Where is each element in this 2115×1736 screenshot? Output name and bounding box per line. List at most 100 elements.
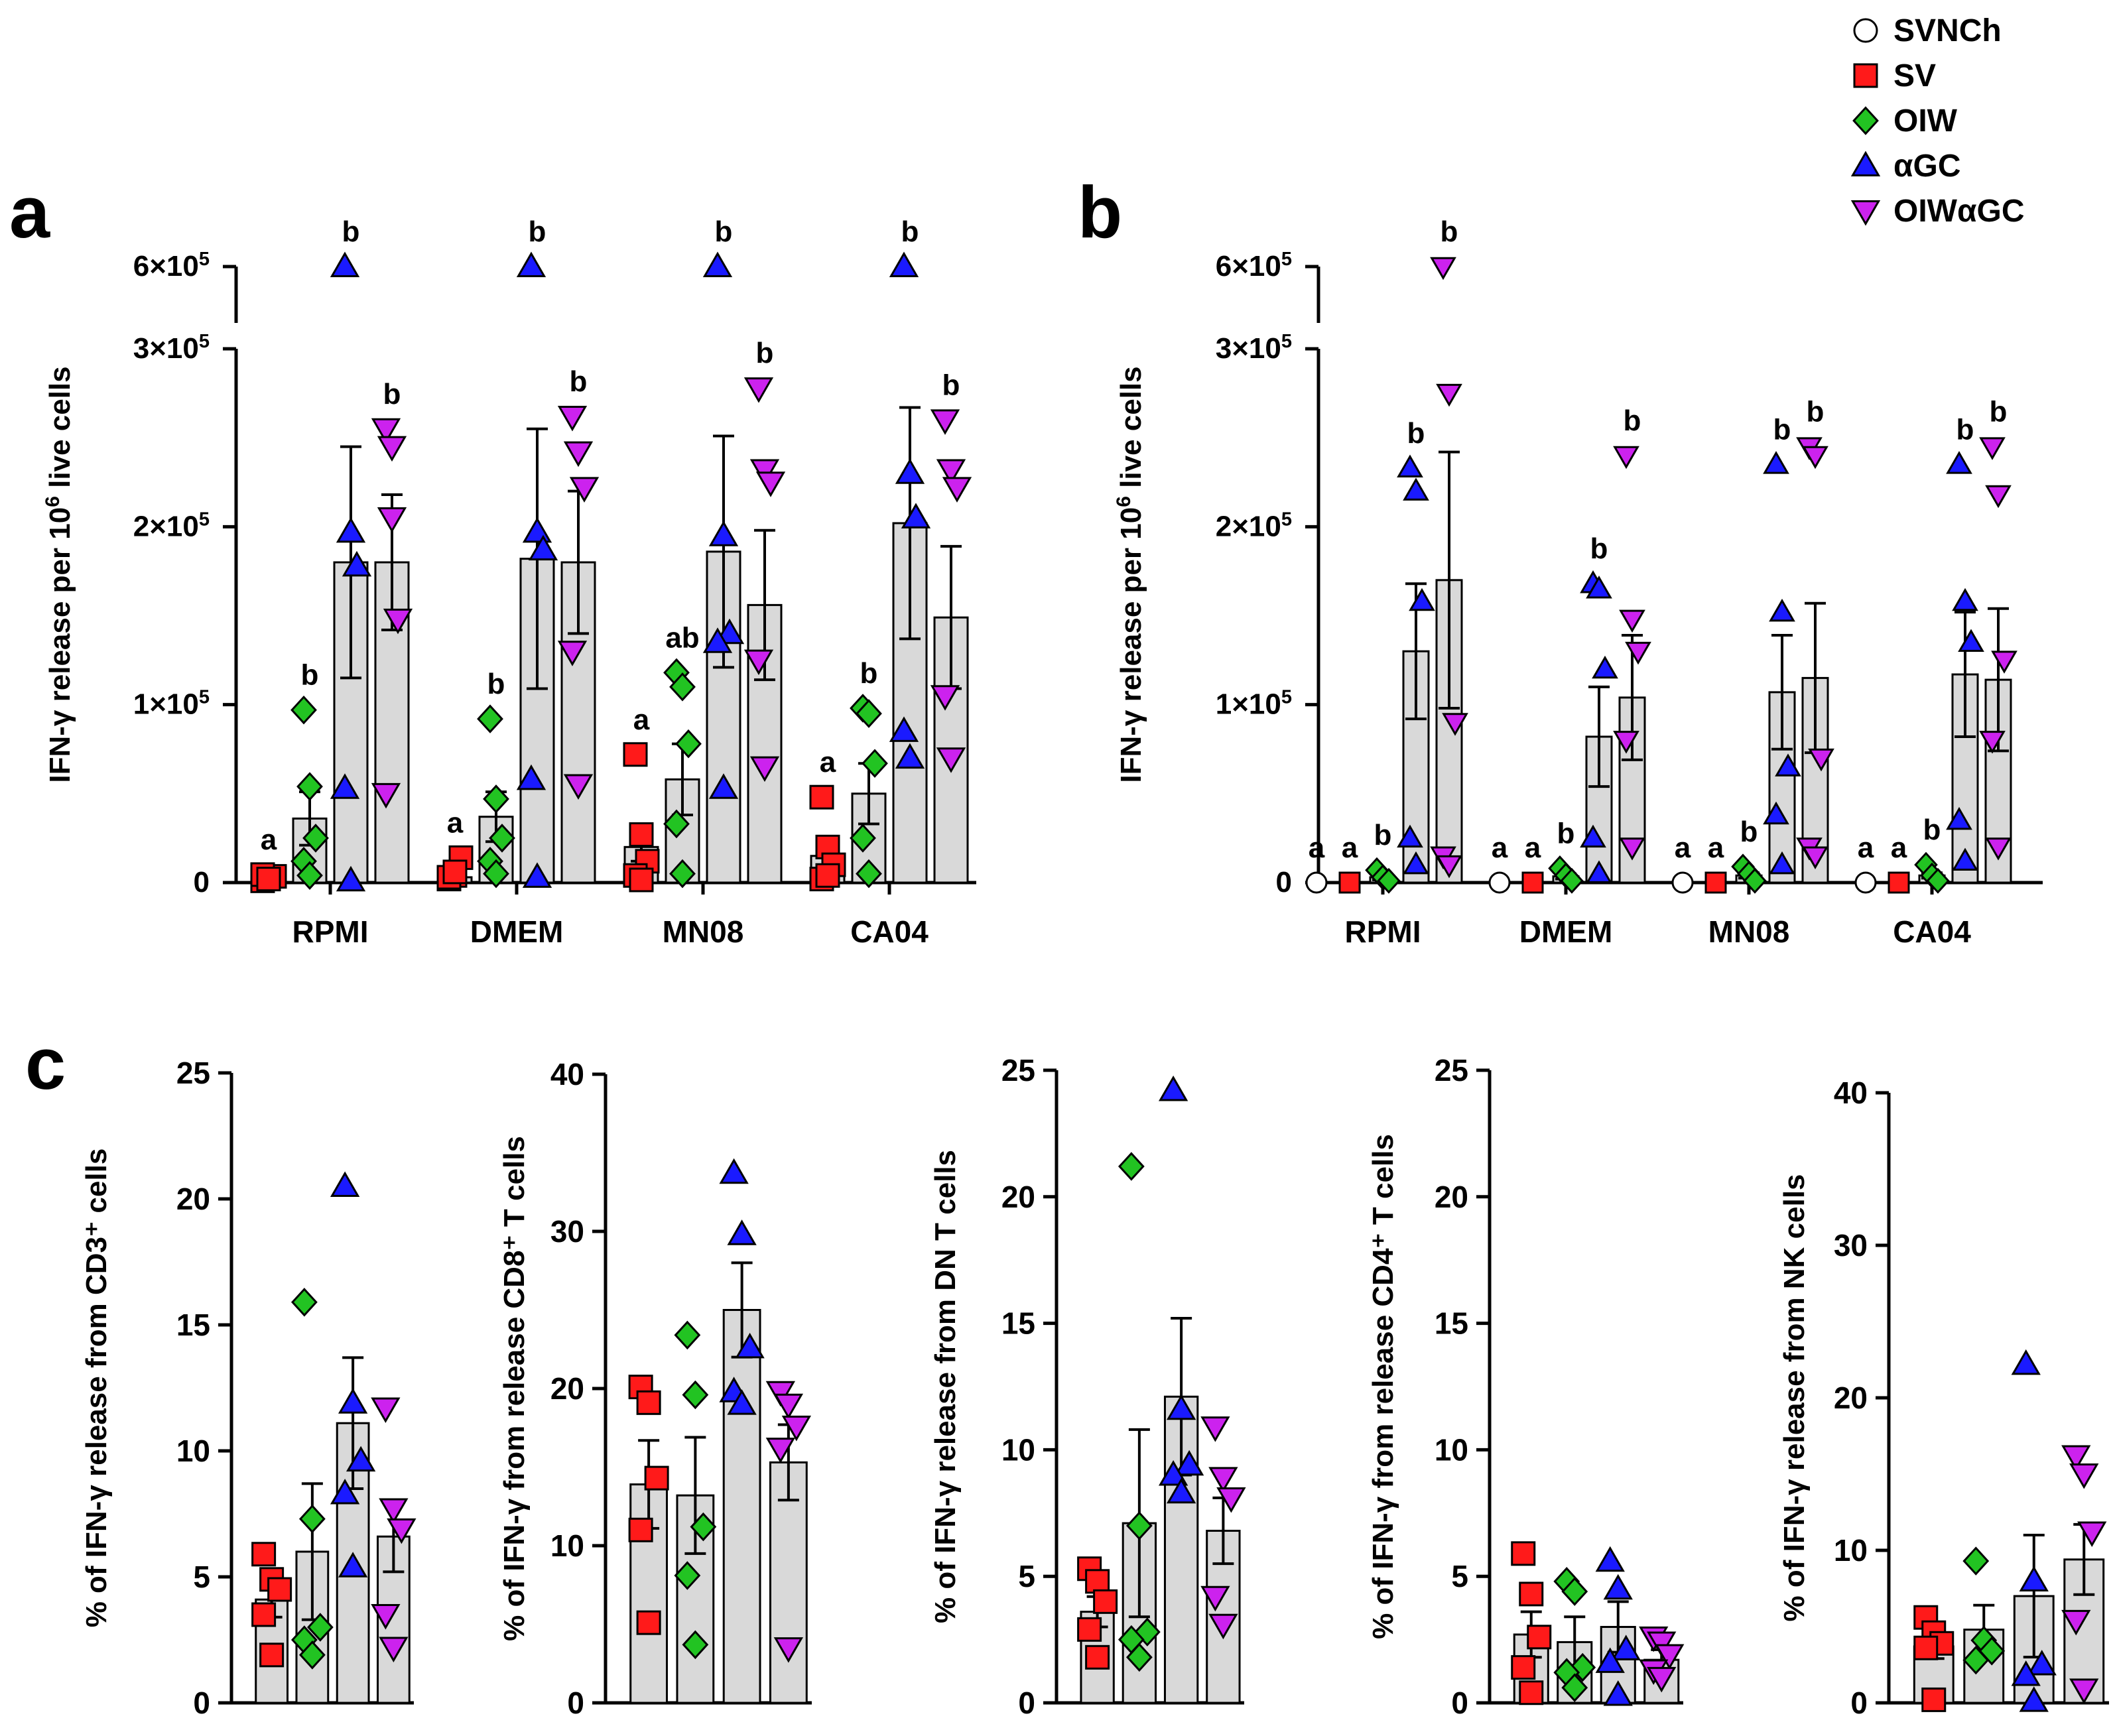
significance-letter: b [342,216,360,248]
data-point-triangle [719,1158,749,1184]
significance-letter: b [570,365,588,398]
y-axis-label: % of IFN-γ release from CD3⁺ cells [80,1148,113,1628]
data-point-diamond [682,1630,709,1660]
y-tick-label: 5 [1451,1559,1468,1593]
data-point-triangle [522,862,552,888]
data-point-diamond [675,729,702,759]
data-point-triangle [1586,575,1612,599]
data-point-diamond [298,1504,326,1534]
significance-letter: b [487,668,505,700]
data-point-triangle [1397,454,1423,478]
data-point-triangle-down [387,1518,417,1544]
data-point-triangle [1592,655,1618,679]
data-point-triangle-down [377,507,407,533]
data-point-triangle-down [371,1397,401,1423]
data-point-triangle-down [942,477,972,503]
panel-letter: b [1078,172,1122,253]
y-tick-label: 15 [176,1308,210,1342]
y-tick-label: 0 [1451,1686,1468,1720]
significance-letter: a [261,824,277,856]
y-tick-label: 10 [1001,1432,1035,1467]
data-point-triangle-down [781,1415,812,1442]
data-point-triangle-down [569,477,600,503]
panel-letter: a [9,172,50,253]
legend-label: αGC [1893,149,1961,184]
y-tick-label: 6×105 [133,249,210,282]
data-point-triangle [1952,588,1978,611]
data-point-triangle-down [2069,1463,2099,1489]
data-point-diamond [1125,1643,1153,1672]
y-tick-label: 10 [1435,1432,1468,1467]
data-point-triangle [2019,1686,2049,1712]
significance-letter: a [1708,832,1724,864]
y-tick-label: 20 [1435,1180,1468,1214]
data-point-diamond [1133,1617,1161,1646]
data-point-diamond [1560,867,1584,894]
data-point-diamond [1569,1652,1596,1682]
data-point-square [809,784,834,810]
data-point-triangle [1958,629,1984,652]
data-point-square [251,1602,277,1627]
significance-letter: a [633,704,650,736]
data-point-triangle-down [749,756,780,782]
data-point-triangle [895,743,925,769]
data-point-triangle [895,458,925,484]
x-tick-label: CA04 [850,914,929,949]
data-point-triangle-down [1802,446,1828,469]
y-tick-label: 30 [550,1214,584,1249]
data-point-diamond [1125,1511,1153,1540]
data-point-triangle [901,503,931,528]
data-point-diamond [477,704,503,733]
data-point-triangle-down [930,409,960,435]
significance-letter: b [1990,396,2008,428]
y-tick-label: 0 [1018,1686,1035,1720]
data-point-triangle [1403,851,1429,875]
significance-letter: a [447,806,464,839]
data-point-diamond [306,1613,334,1642]
data-point-triangle-down [1991,651,2018,674]
data-point-triangle-down [936,747,966,773]
data-point-triangle [330,773,360,799]
data-point-square [1519,1581,1544,1607]
data-point-triangle [702,251,733,277]
data-point-triangle [1397,824,1423,848]
y-tick-label: 40 [1834,1076,1868,1110]
data-point-diamond [682,1380,709,1410]
data-point-triangle [727,1389,757,1415]
data-point-triangle [1409,588,1435,611]
x-tick-label: DMEM [470,914,564,949]
data-point-square [1704,871,1727,894]
legend-marker-diamond [1852,106,1879,135]
data-point-diamond [856,859,882,889]
y-axis-label: % of IFN-γ from release CD4⁺ T cells [1367,1134,1399,1639]
y-tick-label: 0 [1850,1686,1868,1720]
y-tick-label: 0 [567,1686,584,1720]
data-point-triangle-down [765,1438,796,1463]
y-tick-label: 0 [1276,866,1292,899]
data-point-triangle [708,521,739,546]
data-point-triangle [342,550,372,577]
data-point-triangle-down [1436,383,1462,407]
data-point-diamond [856,699,882,728]
data-point-square [629,822,654,847]
data-point-triangle-down [2077,1521,2107,1547]
data-point-square [256,867,281,892]
data-point-triangle-down [743,649,774,676]
data-point-triangle-down [936,459,966,485]
significance-letter: a [1891,832,1907,864]
data-point-diamond [1743,867,1767,894]
significance-letter: b [1740,816,1758,848]
data-point-diamond [483,859,509,889]
significance-letter: b [383,378,401,410]
data-point-triangle [1166,1477,1196,1504]
significance-letter: b [715,216,733,248]
data-point-diamond [862,749,888,778]
significance-letter: b [1773,413,1791,446]
data-point-square [1093,1589,1118,1614]
data-point-square [1077,1617,1102,1642]
data-point-triangle-down [563,774,594,800]
significance-letter: b [1557,818,1575,850]
data-point-triangle [338,1552,368,1578]
data-point-triangle [338,1388,368,1414]
data-point-triangle [727,1219,757,1245]
